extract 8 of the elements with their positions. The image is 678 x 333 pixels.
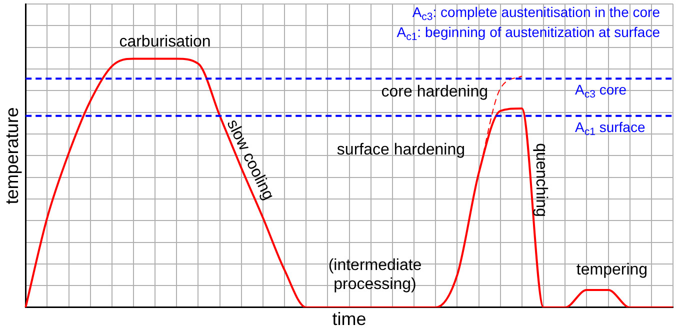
annotation: surface hardening <box>336 141 466 158</box>
annotation: (intermediate processing) <box>328 256 422 293</box>
x-axis-title: time <box>332 309 366 330</box>
text: carburisation <box>119 33 211 50</box>
annotation: core hardening <box>381 83 488 100</box>
annotation: tempering <box>576 261 648 278</box>
y-axis-title: temperature <box>2 107 22 204</box>
annotation: quenching <box>532 143 550 217</box>
